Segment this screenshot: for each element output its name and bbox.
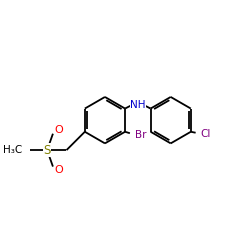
Text: S: S <box>44 144 51 157</box>
Text: O: O <box>54 125 63 135</box>
Text: NH: NH <box>130 100 146 110</box>
Text: Cl: Cl <box>200 129 211 139</box>
Text: Br: Br <box>135 130 146 140</box>
Text: H₃C: H₃C <box>3 145 22 155</box>
Text: O: O <box>54 166 63 175</box>
